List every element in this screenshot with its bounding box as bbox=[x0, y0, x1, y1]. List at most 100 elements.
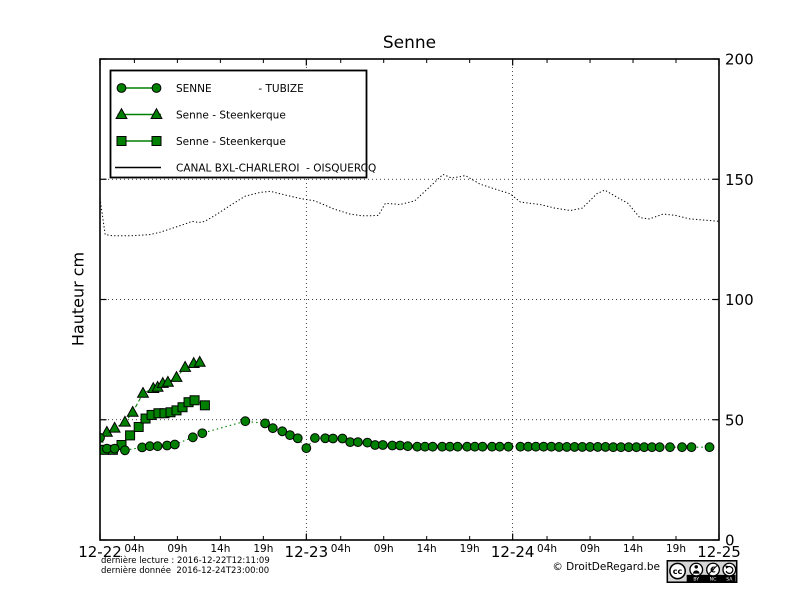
last-reading-note: dernière lecture : 2016-12-22T12:11:09 bbox=[101, 556, 270, 566]
cc-sa-label: SA bbox=[726, 577, 733, 583]
circle-marker bbox=[152, 441, 163, 452]
x-hour-label: 04h bbox=[331, 543, 351, 555]
x-hour-label: 19h bbox=[460, 543, 480, 555]
triangle-marker bbox=[136, 386, 150, 398]
plot-series bbox=[100, 173, 719, 456]
y-axis-label: Hauteur cm bbox=[68, 251, 88, 347]
cc-icon bbox=[669, 562, 686, 580]
circle-marker bbox=[301, 443, 312, 454]
series-canal-oisquercq bbox=[100, 173, 719, 237]
x-hour-label: 19h bbox=[666, 543, 686, 555]
series-line bbox=[100, 173, 719, 237]
square-marker bbox=[133, 421, 144, 432]
circle-marker bbox=[109, 443, 120, 454]
x-hour-label: 04h bbox=[537, 543, 557, 555]
x-hour-label: 09h bbox=[580, 543, 600, 555]
circle-marker bbox=[337, 433, 348, 444]
circle-marker bbox=[427, 441, 438, 452]
triangle-marker bbox=[126, 405, 139, 417]
cc-icon-label: cc bbox=[673, 566, 683, 576]
circle-marker bbox=[240, 416, 251, 427]
x-hour-label: 14h bbox=[210, 543, 230, 555]
circle-marker bbox=[187, 432, 198, 443]
circle-marker bbox=[686, 442, 697, 453]
cc-by-head bbox=[694, 565, 698, 569]
square-marker bbox=[199, 400, 210, 411]
legend-triangle-marker bbox=[150, 107, 163, 119]
circle-marker bbox=[260, 418, 270, 429]
x-axis: 12-22 12-23 12-24 12-25 04h 09h 14h 19h 04h 09h 14… bbox=[78, 59, 741, 561]
cc-by-body bbox=[692, 570, 700, 574]
legend-label: SENNE - TUBIZE bbox=[176, 83, 304, 95]
legend-square-marker bbox=[116, 136, 127, 146]
x-hour-label: 14h bbox=[417, 543, 437, 555]
x-date-label: 12-23 bbox=[285, 543, 329, 561]
legend-label: CANAL BXL-CHARLEROI - OISQUERCQ bbox=[176, 163, 376, 175]
x-hour-label: 04h bbox=[124, 543, 144, 555]
circle-marker bbox=[197, 428, 208, 439]
legend-label: Senne - Steenkerque bbox=[176, 110, 286, 122]
circle-marker bbox=[377, 440, 388, 450]
x-date-label: 12-25 bbox=[697, 543, 741, 561]
triangle-marker bbox=[108, 421, 121, 433]
circle-marker bbox=[452, 441, 463, 452]
x-hour-label: 09h bbox=[167, 543, 187, 555]
triangle-marker bbox=[118, 415, 132, 427]
cc-sa-arrowhead bbox=[725, 565, 730, 569]
x-hour-label: 09h bbox=[374, 543, 394, 555]
circle-marker bbox=[665, 442, 675, 453]
legend-circle-marker bbox=[116, 83, 127, 93]
circle-marker bbox=[494, 441, 505, 452]
cc-sa-arrow bbox=[725, 565, 734, 574]
cc-license-badge: cc € BY NC SA bbox=[666, 560, 738, 583]
circle-marker bbox=[677, 442, 687, 453]
circle-marker bbox=[100, 432, 105, 443]
y-tick-label: 200 bbox=[725, 51, 754, 69]
x-date-label: 12-24 bbox=[491, 543, 535, 561]
y-tick-label: 150 bbox=[725, 171, 754, 189]
circle-marker bbox=[353, 437, 363, 448]
x-hour-label: 19h bbox=[253, 543, 273, 555]
circle-marker bbox=[267, 423, 278, 434]
x-date-label: 12-22 bbox=[78, 543, 122, 561]
circle-marker bbox=[503, 441, 514, 452]
cc-nc-label: NC bbox=[710, 577, 717, 583]
y-axis: 0 50 100 150 200 bbox=[100, 51, 754, 550]
legend-label: Senne - Steenkerque bbox=[176, 136, 286, 148]
copyright-text: © DroitDeRegard.be bbox=[552, 561, 660, 573]
circle-marker bbox=[277, 426, 288, 437]
cc-badge-strip bbox=[686, 574, 736, 582]
circle-marker bbox=[292, 433, 303, 444]
series-senne-tubize bbox=[100, 416, 715, 456]
x-hour-label: 14h bbox=[623, 543, 643, 555]
cc-by-icon bbox=[689, 562, 704, 577]
square-marker bbox=[189, 395, 200, 406]
circle-marker bbox=[704, 442, 715, 453]
legend-triangle-marker bbox=[115, 107, 128, 119]
circle-marker bbox=[654, 442, 665, 453]
legend: SENNE - TUBIZE Senne - Steenkerque Senne -… bbox=[109, 69, 376, 179]
circle-marker bbox=[310, 433, 320, 443]
last-data-note: dernière donnée 2016-12-24T23:00:00 bbox=[101, 566, 270, 576]
legend-circle-marker bbox=[151, 83, 162, 93]
triangle-marker bbox=[170, 370, 183, 382]
circle-marker bbox=[402, 441, 413, 452]
y-tick-label: 0 bbox=[725, 532, 735, 550]
triangle-marker bbox=[178, 360, 192, 372]
series-steenkerque-triangles bbox=[100, 355, 206, 437]
chart-title: Senne bbox=[382, 33, 437, 53]
square-marker bbox=[177, 402, 188, 413]
cc-by-label: BY bbox=[693, 577, 699, 583]
circle-marker bbox=[120, 445, 130, 456]
circle-marker bbox=[477, 441, 488, 452]
legend-square-marker bbox=[151, 136, 162, 146]
y-tick-label: 50 bbox=[725, 411, 744, 429]
triangle-marker bbox=[193, 355, 206, 367]
square-marker bbox=[125, 430, 136, 441]
cc-nc-slash bbox=[708, 565, 718, 574]
y-tick-label: 100 bbox=[725, 291, 754, 309]
circle-marker bbox=[169, 439, 180, 450]
circle-marker bbox=[328, 433, 338, 444]
